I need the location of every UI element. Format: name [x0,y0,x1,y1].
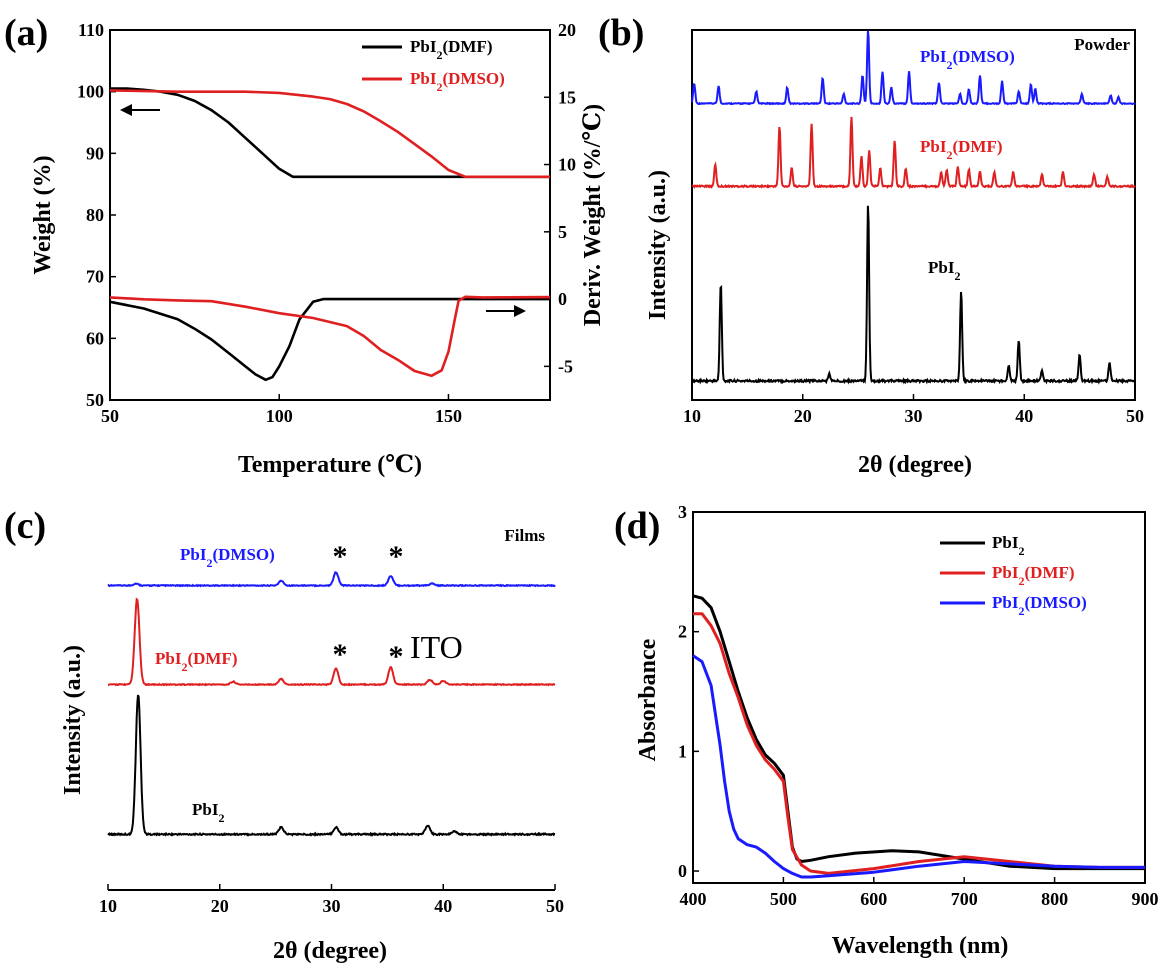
panel-a-ytick-label: 90 [86,143,104,163]
panel-a-y2tick-label: 10 [558,155,576,175]
panel-c-series-2 [107,694,556,838]
panel-d-frame [692,511,1146,884]
panel-d-legend-label: PbI2 [992,533,1024,558]
panel-c-series-label-dmf: PbI2(DMF) [155,649,238,674]
panel-b-frame [691,29,1136,401]
panel-a-label: (a) [4,12,48,54]
panel-b-xtick-label: 50 [1126,406,1144,426]
panel-b-xtick-label: 10 [683,406,701,426]
panel-a-xtick-label: 100 [266,406,293,426]
panel-c-series-1 [108,597,556,687]
panel-c-ito-marker: * [333,540,348,573]
panel-b-xtick-label: 20 [794,406,812,426]
panel-c-series-label-dmso: PbI2(DMSO) [180,545,275,570]
panel-c-xlabel: 2θ (degree) [273,938,387,964]
panel-c-corner-label: Films [504,526,545,545]
panel-b-series-label-pbi2: PbI2 [928,258,960,283]
panel-c-series-label-pbi2: PbI2 [192,800,224,825]
panel-d-xlabel: Wavelength (nm) [832,933,1009,959]
panel-a-legend-label: PbI2(DMSO) [410,69,505,94]
panel-d-xtick-label: 800 [1041,889,1068,909]
panel-d-ytick-label: 2 [678,622,687,642]
panel-c-xtick-label: 40 [434,896,452,916]
panel-c-xtick-label: 50 [546,896,564,916]
panel-d-ylabel: Absorbance [635,638,661,761]
panel-d-ytick-label: 0 [678,861,687,881]
panel-a-series-weight-dmf [110,87,550,179]
panel-a-y2tick-label: 0 [558,289,567,309]
panel-a-series-derivative-dmso [109,295,551,378]
panel-a-arrow-right-head [514,305,526,317]
panel-c-ito-marker: * [333,638,348,671]
panel-b-label: (b) [598,12,644,54]
panel-a-ytick-label: 80 [86,205,104,225]
panel-a-series-derivative-dmf [109,297,550,382]
panel-b-corner-label: Powder [1074,35,1130,54]
panel-c-ito-marker: * [389,640,404,673]
panel-a-y2label: Deriv. Weight (%/℃) [580,104,606,326]
panel-a-ylabel: Weight (%) [30,155,56,274]
panel-d-ytick-label: 1 [678,741,687,761]
panel-c-series-0 [107,571,556,588]
panel-b-series-label-dmso: PbI2(DMSO) [920,47,1015,72]
panel-c-xtick-label: 20 [211,896,229,916]
panel-a-ytick-label: 60 [86,328,104,348]
panel-a-y2tick-label: -5 [558,356,573,376]
panel-a-y2tick-label: 15 [558,87,576,107]
panel-d-label: (d) [614,505,660,547]
panel-a-legend-label: PbI2(DMF) [410,37,493,62]
panel-d-xtick-label: 500 [770,889,797,909]
panel-a-arrow-left-head [120,104,132,116]
panel-c-ito-label: ITO [410,629,463,665]
panel-b-series-2 [691,205,1136,385]
panel-a-ytick-label: 50 [86,390,104,410]
panel-d-xtick-label: 600 [860,889,887,909]
panel-d-legend-label: PbI2(DMSO) [992,593,1087,618]
panel-d-series-2 [692,654,1145,879]
panel-b-ylabel: Intensity (a.u.) [645,170,671,320]
panel-a-ytick-label: 100 [77,82,104,102]
panel-a-xtick-label: 50 [101,406,119,426]
panel-d-ytick-label: 3 [678,502,687,522]
panel-d-xtick-label: 900 [1132,889,1159,909]
panel-a-y2tick-label: 20 [558,20,576,40]
panel-b-series-1 [691,116,1136,190]
panel-d-xtick-label: 400 [680,889,707,909]
panel-c-xtick-label: 30 [323,896,341,916]
panel-c-ito-marker: * [389,540,404,573]
panel-b-series-label-dmf: PbI2(DMF) [920,137,1003,162]
panel-c-xtick-label: 10 [99,896,117,916]
panel-b-series-0 [691,30,1136,106]
panel-d-series-0 [692,594,1145,871]
panel-d-legend-label: PbI2(DMF) [992,563,1075,588]
panel-a-y2tick-label: 5 [558,222,567,242]
panel-b-xlabel: 2θ (degree) [858,452,972,478]
panel-d-xtick-label: 700 [951,889,978,909]
panel-c-ylabel: Intensity (a.u.) [60,645,86,795]
panel-d-series-1 [693,612,1145,875]
panel-b-xtick-label: 40 [1015,406,1033,426]
panel-c-label: (c) [4,505,46,547]
panel-b-xtick-label: 30 [905,406,923,426]
panel-a-ytick-label: 70 [86,267,104,287]
panel-a-xtick-label: 150 [435,406,462,426]
panel-a-series-weight-dmso [109,89,550,179]
panel-a-ytick-label: 110 [78,20,104,40]
panel-a-xlabel: Temperature (℃) [238,452,422,478]
